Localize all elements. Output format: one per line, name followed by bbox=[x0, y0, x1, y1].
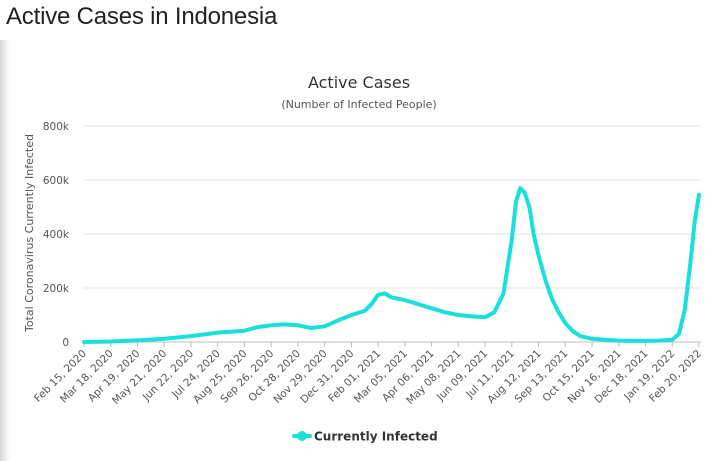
series-layer bbox=[82, 186, 701, 344]
left-edge-shadow bbox=[0, 40, 10, 461]
y-tick-label: 800k bbox=[43, 121, 70, 133]
y-tick-label: 600k bbox=[43, 175, 70, 187]
y-axis-title: Total Coronavirus Currently Infected bbox=[23, 134, 36, 333]
page-title: Active Cases in Indonesia bbox=[6, 3, 278, 30]
legend-label-currently-infected: Currently Infected bbox=[314, 430, 438, 444]
chart-title: Active Cases bbox=[308, 73, 410, 92]
y-tick-layer: 0 200k 400k 600k 800k bbox=[43, 121, 70, 349]
legend-swatch-marker bbox=[297, 431, 307, 441]
y-tick-label: 0 bbox=[62, 337, 69, 349]
y-tick-label: 200k bbox=[43, 283, 70, 295]
series-line-currently-infected bbox=[82, 186, 701, 344]
chart-subtitle: (Number of Infected People) bbox=[281, 98, 436, 111]
grid-layer bbox=[84, 125, 701, 343]
y-tick-label: 400k bbox=[43, 229, 70, 241]
legend[interactable]: Currently Infected bbox=[292, 430, 438, 444]
